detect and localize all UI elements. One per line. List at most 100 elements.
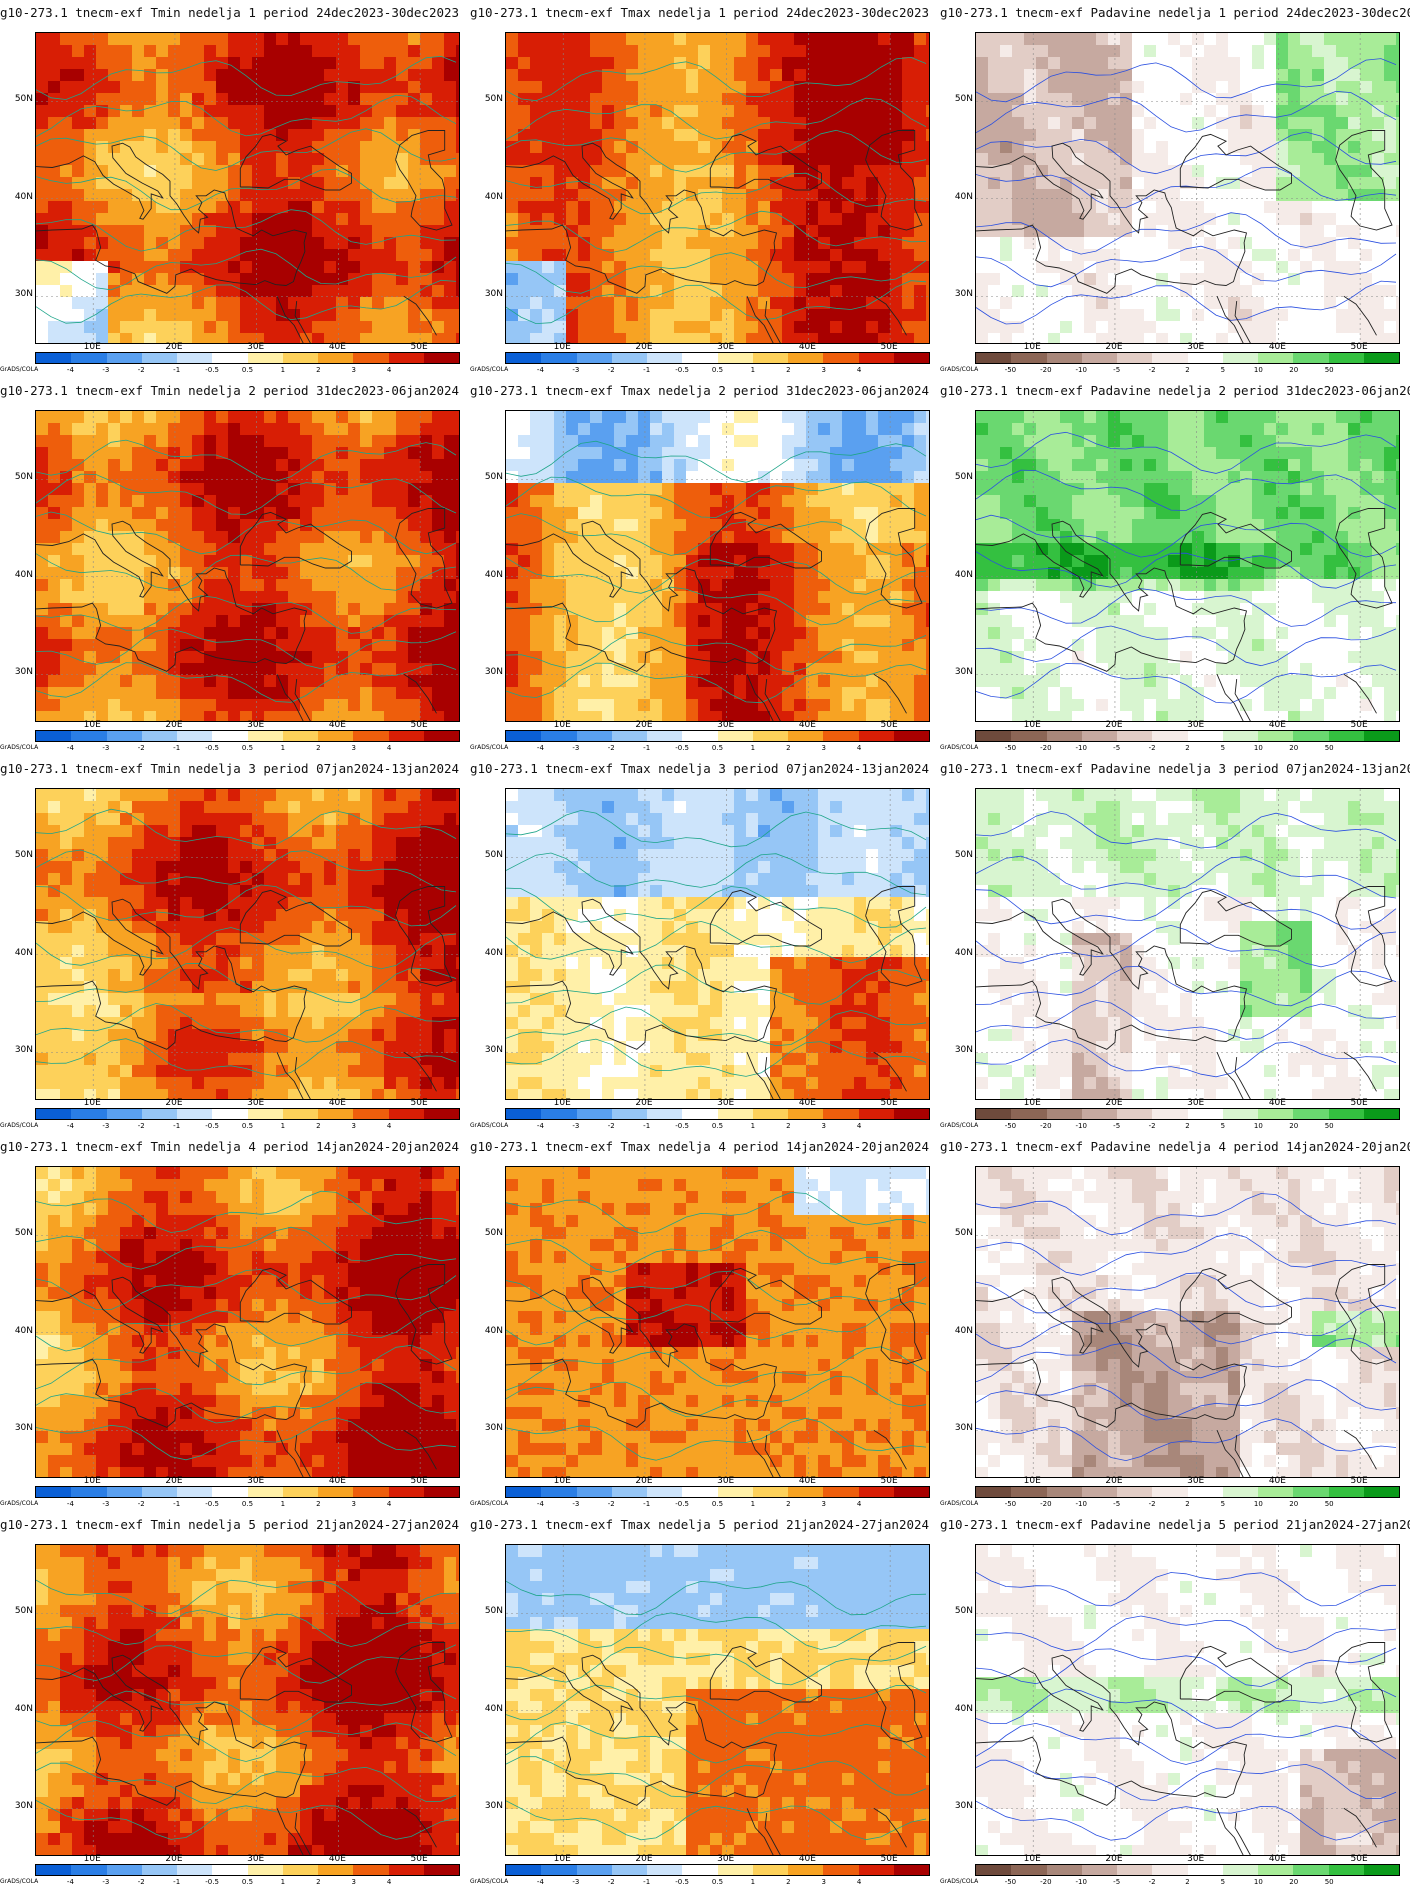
field-cell xyxy=(372,285,385,298)
field-cell xyxy=(1060,129,1073,142)
field-cell xyxy=(1228,129,1241,142)
field-cell xyxy=(1264,165,1277,178)
field-cell xyxy=(1384,45,1397,58)
field-cell xyxy=(1396,129,1399,142)
field-cell xyxy=(614,423,627,436)
field-cell xyxy=(36,519,49,532)
field-cell xyxy=(782,447,795,460)
field-cell xyxy=(506,615,519,628)
field-cell xyxy=(674,495,687,508)
field-cell xyxy=(698,699,711,712)
field-cell xyxy=(506,423,519,436)
field-cell xyxy=(590,117,603,130)
field-cell xyxy=(542,45,555,58)
field-cell xyxy=(264,579,277,592)
field-cell xyxy=(1096,33,1109,46)
field-cell xyxy=(722,201,735,214)
field-cell xyxy=(854,411,867,424)
field-cell xyxy=(842,285,855,298)
field-cell xyxy=(264,297,277,310)
field-cell xyxy=(252,483,265,496)
field-cell xyxy=(506,579,519,592)
field-cell xyxy=(734,177,747,190)
field-cell xyxy=(722,531,735,544)
field-cell xyxy=(396,117,409,130)
field-cell xyxy=(782,285,795,298)
field-cell xyxy=(456,555,459,568)
map-area xyxy=(975,410,1400,722)
field-cell xyxy=(408,165,421,178)
field-cell xyxy=(180,507,193,520)
field-cell xyxy=(1228,249,1241,262)
isoline xyxy=(976,58,1397,103)
field-cell xyxy=(264,309,277,322)
field-cell xyxy=(842,297,855,310)
field-cell xyxy=(372,651,385,664)
field-cell xyxy=(1384,321,1397,334)
field-cell xyxy=(72,555,85,568)
field-cell xyxy=(252,411,265,424)
field-cell xyxy=(976,261,989,274)
field-cell xyxy=(674,555,687,568)
field-cell xyxy=(1264,105,1277,118)
field-cell xyxy=(252,615,265,628)
field-cell xyxy=(396,615,409,628)
field-cell xyxy=(420,591,433,604)
field-cell xyxy=(456,189,459,202)
field-cell xyxy=(866,603,879,616)
field-cell xyxy=(1324,261,1337,274)
field-cell xyxy=(746,435,759,448)
field-cell xyxy=(698,93,711,106)
field-cell xyxy=(650,507,663,520)
field-cell xyxy=(842,333,855,343)
field-cell xyxy=(60,321,73,334)
field-cell xyxy=(216,189,229,202)
field-cell xyxy=(1060,333,1073,343)
field-cell xyxy=(530,447,543,460)
field-cell xyxy=(288,225,301,238)
field-cell xyxy=(168,567,181,580)
field-cell xyxy=(60,531,73,544)
field-cell xyxy=(1096,201,1109,214)
field-cell xyxy=(710,519,723,532)
field-cell xyxy=(1204,285,1217,298)
field-cell xyxy=(976,297,989,310)
field-cell xyxy=(204,543,217,556)
field-cell xyxy=(988,321,1001,334)
field-cell xyxy=(240,639,253,652)
colorbar-tick-label: -20 xyxy=(1040,366,1052,374)
field-cell xyxy=(180,483,193,496)
field-cell xyxy=(566,615,579,628)
field-cell xyxy=(506,93,519,106)
field-cell xyxy=(530,117,543,130)
field-cell xyxy=(432,117,445,130)
field-cell xyxy=(1216,33,1229,46)
field-cell xyxy=(216,663,229,676)
field-cell xyxy=(252,531,265,544)
field-cell xyxy=(192,435,205,448)
field-cell xyxy=(746,531,759,544)
field-cell xyxy=(276,93,289,106)
field-cell xyxy=(336,117,349,130)
field-cell xyxy=(1120,321,1133,334)
field-cell xyxy=(372,45,385,58)
field-cell xyxy=(614,687,627,700)
field-cell xyxy=(72,273,85,286)
field-cell xyxy=(638,141,651,154)
field-cell xyxy=(1372,69,1385,82)
field-cell xyxy=(1348,309,1361,322)
field-cell xyxy=(758,507,771,520)
field-cell xyxy=(348,249,361,262)
field-cell xyxy=(1216,237,1229,250)
field-cell xyxy=(312,447,325,460)
field-cell xyxy=(818,567,831,580)
field-cell xyxy=(1336,309,1349,322)
field-cell xyxy=(518,519,531,532)
field-cell xyxy=(1084,321,1097,334)
field-cell xyxy=(626,117,639,130)
field-cell xyxy=(156,225,169,238)
field-cell xyxy=(48,321,61,334)
field-cell xyxy=(1204,273,1217,286)
field-cell xyxy=(60,435,73,448)
field-cell xyxy=(384,285,397,298)
